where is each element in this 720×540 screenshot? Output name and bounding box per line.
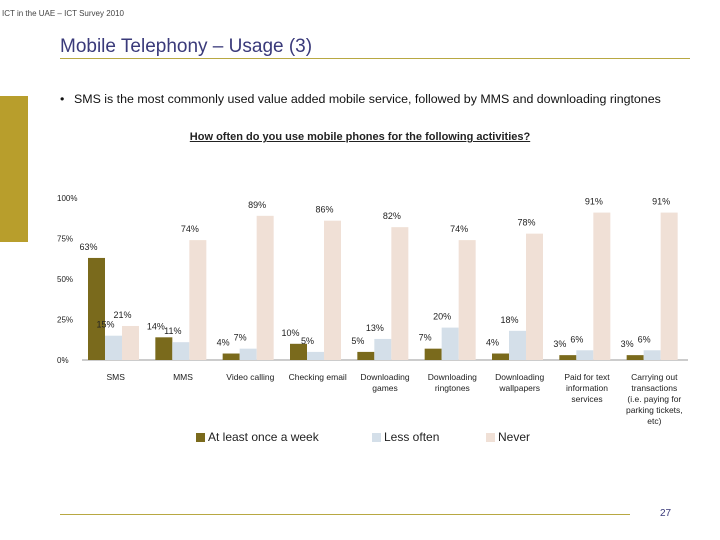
data-label: 7% xyxy=(419,333,432,343)
data-label: 13% xyxy=(366,323,384,333)
bar-never-downloading-games xyxy=(391,227,409,360)
data-label: 21% xyxy=(113,310,131,320)
bar-less-often-downloading-games xyxy=(374,338,392,360)
bar-never-video-calling xyxy=(256,215,274,360)
x-tick-label: (i.e. paying for xyxy=(627,394,681,404)
x-tick-label: wallpapers xyxy=(498,383,540,393)
bar-never-paid-for-text-information-services xyxy=(593,212,611,360)
bar-less-often-downloading-ringtones xyxy=(441,327,459,360)
data-label: 6% xyxy=(638,334,651,344)
bar-never-mms xyxy=(189,240,207,360)
data-label: 4% xyxy=(217,338,230,348)
data-label: 4% xyxy=(486,338,499,348)
legend-item-never: Never xyxy=(486,430,530,444)
bar-less-often-carrying-out-transactions-i-e-paying-for-parking-tickets-etc xyxy=(643,350,661,360)
data-label: 74% xyxy=(450,224,468,234)
x-tick-label: transactions xyxy=(631,383,677,393)
data-label: 86% xyxy=(315,205,333,215)
x-tick-label: information xyxy=(566,383,608,393)
bullet-text: SMS is the most commonly used value adde… xyxy=(74,92,661,106)
x-tick-label: SMS xyxy=(106,372,125,382)
data-label: 89% xyxy=(248,200,266,210)
data-label: 78% xyxy=(517,218,535,228)
bar-never-carrying-out-transactions-i-e-paying-for-parking-tickets-etc xyxy=(660,212,678,360)
data-label: 14% xyxy=(147,321,165,331)
bar-at-least-once-a-week-checking-email xyxy=(290,343,307,360)
data-label: 6% xyxy=(570,334,583,344)
footer-rule xyxy=(60,514,630,515)
legend-swatch xyxy=(196,432,205,442)
legend-swatch xyxy=(372,432,381,442)
data-label: 63% xyxy=(79,242,97,252)
bar-at-least-once-a-week-downloading-ringtones xyxy=(424,348,442,360)
x-tick-label: parking tickets, xyxy=(626,405,683,415)
bar-at-least-once-a-week-paid-for-text-information-services xyxy=(559,355,577,360)
bar-at-least-once-a-week-downloading-wallpapers xyxy=(492,353,509,360)
data-label: 91% xyxy=(652,197,670,207)
legend-label: Less often xyxy=(384,430,440,444)
data-label: 91% xyxy=(585,197,603,207)
bar-less-often-video-calling xyxy=(239,348,257,360)
data-label: 3% xyxy=(621,339,634,349)
x-tick-label: Paid for text xyxy=(564,372,610,382)
x-tick-label: Downloading xyxy=(428,372,477,382)
data-label: 3% xyxy=(553,339,566,349)
y-tick-label: 0% xyxy=(57,356,69,365)
bar-at-least-once-a-week-sms xyxy=(88,257,105,360)
accent-bar xyxy=(0,96,28,242)
data-label: 10% xyxy=(281,328,299,338)
legend-swatch xyxy=(486,432,495,442)
x-tick-label: Downloading xyxy=(360,372,409,382)
bar-less-often-downloading-wallpapers xyxy=(509,330,526,360)
x-tick-label: Carrying out xyxy=(631,372,678,382)
data-label: 15% xyxy=(96,320,114,330)
data-label: 18% xyxy=(500,315,518,325)
data-label: 82% xyxy=(383,211,401,221)
page-number: 27 xyxy=(660,508,672,519)
bullet-point: • SMS is the most commonly used value ad… xyxy=(60,91,700,107)
chart-title: How often do you use mobile phones for t… xyxy=(189,131,531,143)
bar-never-checking-email xyxy=(324,220,341,360)
bar-less-often-mms xyxy=(172,342,190,360)
x-tick-label: games xyxy=(372,383,398,393)
bar-never-downloading-wallpapers xyxy=(526,233,543,360)
bar-less-often-sms xyxy=(105,335,122,360)
bar-less-often-checking-email xyxy=(307,351,324,360)
bar-never-sms xyxy=(122,325,139,360)
x-tick-label: ringtones xyxy=(435,383,470,393)
bar-at-least-once-a-week-mms xyxy=(155,337,173,360)
legend-item-at-least-once-a-week: At least once a week xyxy=(196,430,319,444)
data-label: 5% xyxy=(301,336,314,346)
x-tick-label: services xyxy=(571,394,602,404)
header-note: ICT in the UAE – ICT Survey 2010 xyxy=(2,9,124,18)
data-label: 11% xyxy=(164,326,181,336)
bullet-dot-icon: • xyxy=(60,92,65,106)
bar-at-least-once-a-week-carrying-out-transactions-i-e-paying-for-parking-tickets-etc xyxy=(626,355,644,360)
x-tick-label: etc) xyxy=(647,416,661,426)
x-tick-label: Video calling xyxy=(226,372,274,382)
y-tick-label: 50% xyxy=(57,275,73,284)
data-label: 5% xyxy=(351,336,364,346)
bar-never-downloading-ringtones xyxy=(458,240,476,360)
title-rule xyxy=(60,58,690,59)
bar-at-least-once-a-week-video-calling xyxy=(222,353,240,360)
data-label: 20% xyxy=(433,312,451,322)
bar-at-least-once-a-week-downloading-games xyxy=(357,351,375,360)
y-tick-label: 100% xyxy=(57,194,77,203)
legend-item-less-often: Less often xyxy=(372,430,439,444)
y-tick-label: 25% xyxy=(57,316,73,325)
x-tick-label: MMS xyxy=(173,372,193,382)
data-label: 74% xyxy=(181,224,199,234)
x-tick-label: Checking email xyxy=(289,372,347,382)
x-tick-label: Downloading xyxy=(495,372,544,382)
legend-label: Never xyxy=(498,430,531,444)
slide-title: Mobile Telephony – Usage (3) xyxy=(60,36,313,57)
data-label: 7% xyxy=(234,333,247,343)
legend-label: At least once a week xyxy=(208,430,319,444)
y-tick-label: 75% xyxy=(57,235,73,244)
bar-less-often-paid-for-text-information-services xyxy=(576,350,594,360)
